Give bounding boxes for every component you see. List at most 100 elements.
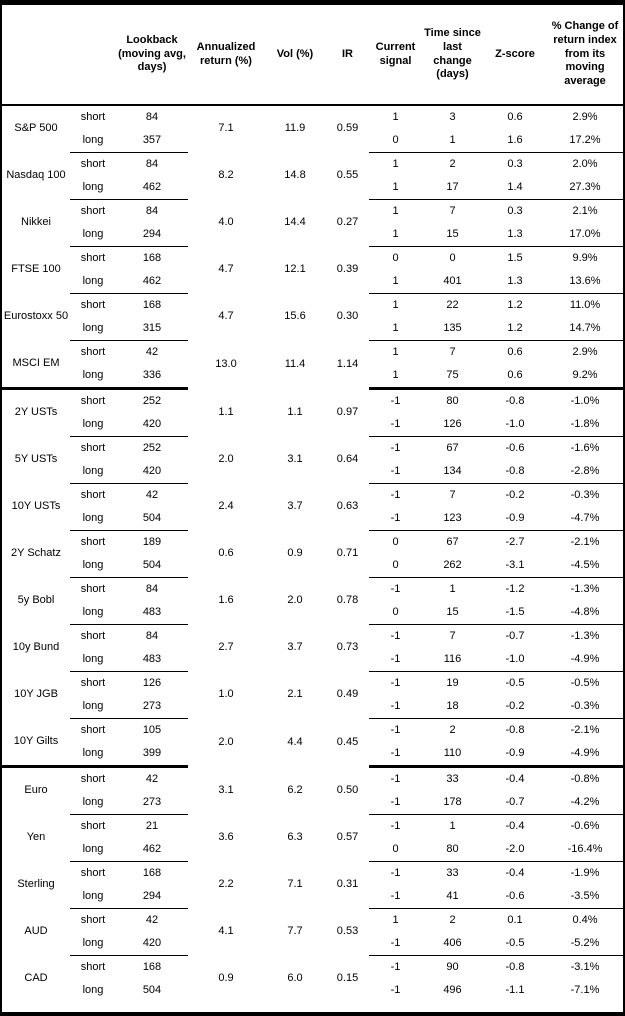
header-z-score: Z-score — [483, 5, 547, 106]
table-row: Nikkei short 84 4.0 14.4 0.27 1 7 0.3 2.1% — [2, 200, 623, 229]
annualized-return-cell: 3.6 — [218, 831, 234, 844]
z-score-cell: 0.6 — [483, 364, 547, 390]
lookback-cell: 483 — [116, 648, 188, 672]
vol-cell: 14.8 — [284, 169, 306, 182]
current-signal-cell: -1 — [390, 819, 401, 832]
leg-cell: short — [80, 157, 106, 170]
vol-cell: 12.1 — [284, 263, 306, 276]
ir-cell: 0.97 — [336, 405, 359, 418]
current-signal-cell: 0 — [392, 535, 399, 548]
current-signal-cell: -1 — [369, 885, 422, 909]
table-row: 10Y JGB short 126 1.0 2.1 0.49 -1 19 -0.5 -0.5% — [2, 672, 623, 701]
table-row: long 483 -1 116 -1.0 -4.9% — [2, 648, 623, 672]
days-since-change-cell: 15 — [422, 601, 483, 625]
z-score-cell: 0.3 — [507, 204, 523, 217]
lookback-cell: 294 — [116, 885, 188, 909]
table-row: 5y Bobl short 84 1.6 2.0 0.78 -1 1 -1.2 -1.3% — [2, 578, 623, 607]
leg-cell: short — [80, 913, 106, 926]
z-score-cell: 1.2 — [483, 317, 547, 341]
current-signal-cell: 1 — [392, 204, 399, 217]
pct-change-cell: -3.1% — [570, 960, 600, 973]
leg-cell: short — [80, 723, 106, 736]
annualized-return-cell: 2.2 — [218, 878, 234, 891]
header-vol: Vol (%) — [264, 5, 326, 106]
leg-cell: short — [80, 629, 106, 642]
leg-cell: short — [80, 251, 106, 264]
current-signal-cell: 0 — [369, 554, 422, 578]
annualized-return-cell: 2.0 — [218, 453, 234, 466]
vol-cell: 3.7 — [287, 500, 303, 513]
vol-cell: 3.1 — [287, 453, 303, 466]
lookback-cell: 84 — [145, 582, 159, 595]
lookback-cell: 168 — [142, 298, 162, 311]
days-since-change-cell: 18 — [422, 695, 483, 719]
table-row: long 504 -1 123 -0.9 -4.7% — [2, 507, 623, 531]
current-signal-cell: 1 — [392, 298, 399, 311]
table-row: CAD short 168 0.9 6.0 0.15 -1 90 -0.8 -3.1% — [2, 956, 623, 984]
lookback-cell: 399 — [116, 742, 188, 768]
annualized-return-cell: 7.1 — [218, 122, 234, 135]
leg-cell: short — [80, 819, 106, 832]
days-since-change-cell: 496 — [443, 983, 462, 996]
asset-name-cell: Nikkei — [21, 216, 51, 229]
leg-cell: long — [70, 838, 116, 862]
table-row: AUD short 42 4.1 7.7 0.53 1 2 0.1 0.4% — [2, 909, 623, 938]
annualized-return-cell: 3.1 — [218, 783, 234, 796]
lookback-cell: 273 — [116, 695, 188, 719]
leg-cell: long — [70, 648, 116, 672]
lookback-cell: 168 — [142, 960, 162, 973]
asset-name-cell: 5Y USTs — [14, 453, 58, 466]
table-row: 5Y USTs short 252 2.0 3.1 0.64 -1 67 -0.6 -1.6% — [2, 437, 623, 466]
pct-change-cell: -1.3% — [570, 582, 600, 595]
current-signal-cell: -1 — [390, 676, 401, 689]
asset-name-cell: Euro — [24, 784, 48, 797]
pct-change-cell: 17.2% — [547, 129, 623, 153]
table-row: long 357 0 1 1.6 17.2% — [2, 129, 623, 153]
ir-cell: 0.57 — [336, 831, 359, 844]
table-row: MSCI EM short 42 13.0 11.4 1.14 1 7 0.6 2.9% — [2, 340, 623, 390]
pct-change-cell: -5.2% — [547, 932, 623, 956]
pct-change-cell: 13.6% — [547, 270, 623, 294]
days-since-change-cell: 134 — [422, 460, 483, 484]
z-score-cell: -0.8 — [505, 723, 525, 736]
leg-cell: long — [70, 223, 116, 247]
leg-cell: long — [70, 317, 116, 341]
leg-cell: long — [70, 270, 116, 294]
annualized-return-cell: 2.4 — [218, 500, 234, 513]
z-score-cell: 0.6 — [507, 345, 523, 358]
table-row: Yen short 21 3.6 6.3 0.57 -1 1 -0.4 -0.6% — [2, 815, 623, 844]
current-signal-cell: 1 — [369, 317, 422, 341]
current-signal-cell: -1 — [369, 791, 422, 815]
days-since-change-cell: 80 — [446, 394, 459, 407]
days-since-change-cell: 123 — [422, 507, 483, 531]
table-row: S&P 500 short 84 7.1 11.9 0.59 1 3 0.6 2.9% — [2, 105, 623, 135]
pct-change-cell: -1.6% — [570, 441, 600, 454]
asset-name-cell: Eurostoxx 50 — [3, 310, 69, 323]
z-score-cell: -0.8 — [505, 394, 525, 407]
table-row: long 420 -1 134 -0.8 -2.8% — [2, 460, 623, 484]
pct-change-cell: -0.3% — [547, 695, 623, 719]
current-signal-cell: -1 — [390, 866, 401, 879]
table-row: long 462 1 17 1.4 27.3% — [2, 176, 623, 200]
z-score-cell: -0.9 — [483, 742, 547, 768]
z-score-cell: -1.0 — [483, 413, 547, 437]
ir-cell: 0.71 — [336, 547, 359, 560]
lookback-cell: 189 — [142, 535, 162, 548]
current-signal-cell: -1 — [390, 441, 401, 454]
header-current-signal: Current signal — [369, 5, 422, 106]
vol-cell: 2.1 — [287, 688, 303, 701]
current-signal-cell: -1 — [369, 507, 422, 531]
asset-name-cell: S&P 500 — [14, 122, 58, 135]
lookback-cell: 252 — [142, 441, 162, 454]
z-score-cell: -1.0 — [483, 648, 547, 672]
lookback-cell: 420 — [116, 413, 188, 437]
pct-change-cell: 0.4% — [572, 913, 598, 926]
days-since-change-cell: 7 — [449, 629, 456, 642]
current-signal-cell: -1 — [390, 582, 401, 595]
lookback-cell: 483 — [116, 601, 188, 625]
current-signal-cell: 1 — [392, 913, 399, 926]
pct-change-cell: 2.1% — [572, 204, 598, 217]
leg-cell: short — [80, 394, 106, 407]
annualized-return-cell: 2.0 — [218, 735, 234, 748]
